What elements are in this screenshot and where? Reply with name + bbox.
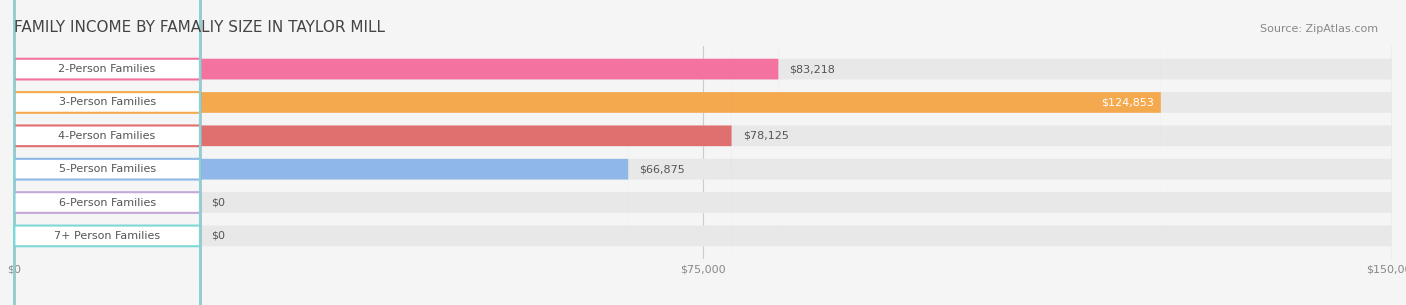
FancyBboxPatch shape [14,0,731,305]
FancyBboxPatch shape [14,0,1392,305]
Text: $0: $0 [211,198,225,207]
FancyBboxPatch shape [14,0,779,305]
Text: 6-Person Families: 6-Person Families [59,198,156,207]
Text: $124,853: $124,853 [1101,98,1154,107]
FancyBboxPatch shape [14,0,1392,305]
Text: $83,218: $83,218 [790,64,835,74]
Text: 4-Person Families: 4-Person Families [59,131,156,141]
Text: Source: ZipAtlas.com: Source: ZipAtlas.com [1260,24,1378,34]
FancyBboxPatch shape [14,0,628,305]
FancyBboxPatch shape [14,0,1392,305]
FancyBboxPatch shape [14,0,1392,305]
FancyBboxPatch shape [14,0,200,305]
FancyBboxPatch shape [14,0,200,305]
Text: $0: $0 [211,231,225,241]
Text: 7+ Person Families: 7+ Person Families [53,231,160,241]
FancyBboxPatch shape [14,0,200,305]
Text: $66,875: $66,875 [640,164,685,174]
Text: FAMILY INCOME BY FAMALIY SIZE IN TAYLOR MILL: FAMILY INCOME BY FAMALIY SIZE IN TAYLOR … [14,20,385,35]
FancyBboxPatch shape [14,0,1392,305]
FancyBboxPatch shape [14,0,200,305]
Text: $78,125: $78,125 [742,131,789,141]
Text: 2-Person Families: 2-Person Families [59,64,156,74]
FancyBboxPatch shape [14,0,200,305]
FancyBboxPatch shape [14,0,1392,305]
FancyBboxPatch shape [14,0,200,305]
Text: 5-Person Families: 5-Person Families [59,164,156,174]
Text: 3-Person Families: 3-Person Families [59,98,156,107]
FancyBboxPatch shape [14,0,1161,305]
